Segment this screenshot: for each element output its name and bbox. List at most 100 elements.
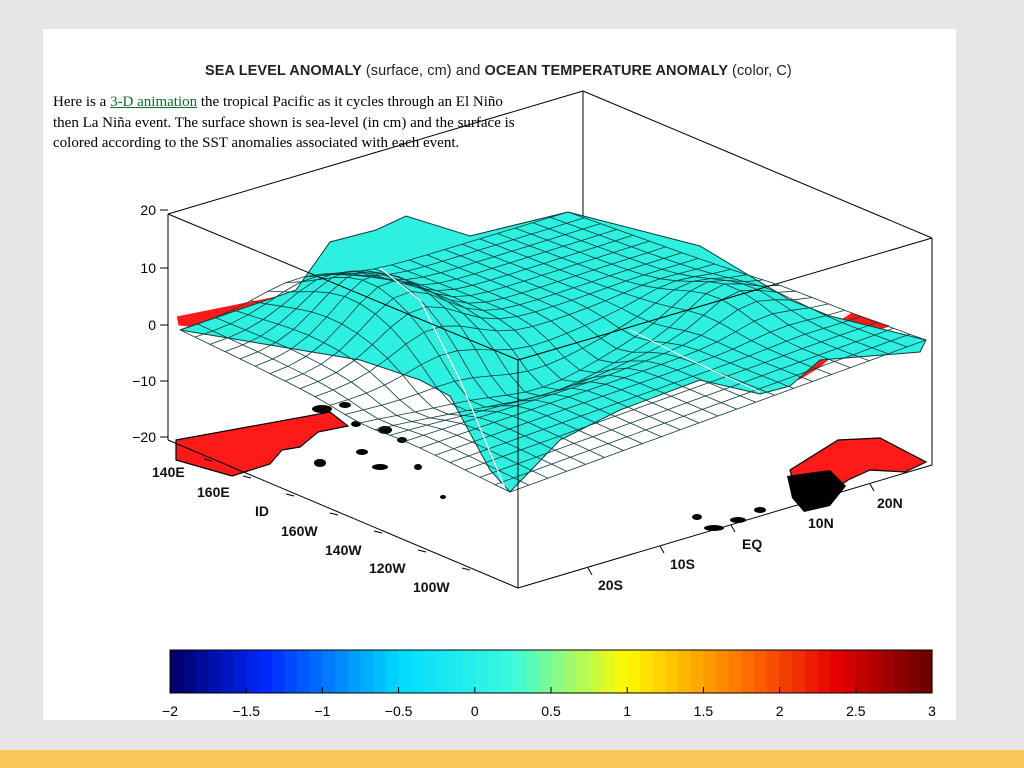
mesh-line [344, 274, 748, 415]
colorbar-tick-label: 3 [928, 703, 936, 719]
mesh-line [444, 249, 794, 389]
colorbar-swatch [627, 650, 641, 693]
lon-tick: 100W [413, 579, 450, 595]
lat-tick-marks [587, 483, 875, 576]
colorbar-swatch [665, 650, 679, 693]
lon-tick: 140E [152, 464, 185, 480]
colorbar-tick-label: 0.5 [541, 703, 561, 719]
colorbar-swatch [868, 650, 882, 693]
colorbar-swatch [678, 650, 692, 693]
colorbar-swatch [335, 650, 349, 693]
mesh-line [479, 238, 832, 375]
colorbar-swatch [500, 650, 514, 693]
mesh-line [550, 217, 908, 348]
colorbar-swatch [551, 650, 565, 693]
title-paren-2: (color, C) [732, 63, 792, 79]
animation-link[interactable]: 3-D animation [110, 94, 198, 110]
mesh-line [509, 339, 927, 493]
colorbar-tick-label: 0 [471, 703, 479, 719]
plot-box-front [167, 213, 933, 589]
z-tick: 20 [140, 202, 168, 218]
lon-tick-marks [203, 458, 471, 571]
colorbar-swatch [398, 650, 412, 693]
colorbar-swatch [360, 650, 374, 693]
colorbar-swatch [843, 650, 857, 693]
svg-text:−20: −20 [132, 429, 156, 445]
z-axis: 20 10 0 −10 −20 [132, 202, 168, 445]
colorbar-swatch [779, 650, 793, 693]
lon-tick: 140W [325, 542, 362, 558]
z-tick: 0 [148, 317, 168, 333]
colorbar-swatch [601, 650, 616, 693]
z-tick: −10 [132, 373, 168, 389]
colorbar-swatch [792, 650, 806, 693]
colorbar-swatch [906, 650, 920, 693]
colorbar-tick-label: −2 [162, 703, 178, 719]
mesh-line [434, 309, 845, 456]
colorbar [169, 649, 933, 694]
colorbar-swatch [436, 650, 450, 693]
mesh-line [567, 211, 927, 341]
colorbar-swatch [512, 650, 527, 693]
mesh-line [359, 279, 764, 424]
colorbar-swatch [487, 650, 501, 693]
sea-level-surface [179, 211, 927, 493]
colorbar-swatch [728, 650, 743, 693]
mesh-line [514, 227, 870, 362]
title-and: and [455, 63, 481, 79]
lon-tick: 160W [281, 523, 318, 539]
colorbar-ticks: −2 −1.5 −1 −0.5 0 0.5 1 1.5 2 2.5 3 [162, 687, 936, 719]
lat-tick: 10N [808, 515, 834, 531]
colorbar-swatch [246, 650, 260, 693]
mesh-line [389, 289, 796, 436]
colorbar-swatch [271, 650, 285, 693]
mesh-line [374, 283, 780, 431]
colorbar-swatch [449, 650, 463, 693]
colorbar-swatch [817, 650, 831, 693]
colorbar-swatch [716, 650, 730, 693]
mesh-line [532, 222, 889, 355]
caption-text: Here is a 3-D animation the tropical Pac… [53, 92, 523, 154]
colorbar-swatch [385, 650, 400, 693]
lon-tick: 160E [197, 484, 230, 500]
colorbar-tick-label: 1 [623, 703, 631, 719]
z-tick: −20 [132, 429, 168, 445]
colorbar-swatch [309, 650, 323, 693]
lat-tick: 20N [877, 495, 903, 511]
colorbar-swatch [525, 650, 539, 693]
svg-text:20: 20 [140, 202, 156, 218]
title-paren-1: (surface, cm) [365, 63, 452, 79]
colorbar-swatch [563, 650, 577, 693]
colorbar-swatch [411, 650, 425, 693]
colorbar-swatch [220, 650, 235, 693]
svg-text:0: 0 [148, 317, 156, 333]
mesh-line [419, 303, 829, 449]
mesh-line [494, 333, 910, 485]
lon-tick: ID [255, 503, 269, 519]
colorbar-swatch [233, 650, 247, 693]
colorbar-swatch [741, 650, 755, 693]
svg-text:−10: −10 [132, 373, 156, 389]
bottom-accent-bar [0, 750, 1024, 768]
surface-mesh-lines [179, 211, 927, 493]
colorbar-swatch [297, 650, 311, 693]
lon-tick: 120W [369, 560, 406, 576]
mesh-line [464, 322, 878, 471]
colorbar-tick-label: 2.5 [846, 703, 866, 719]
colorbar-swatch [424, 650, 438, 693]
mesh-line [497, 233, 851, 368]
mesh-line [391, 264, 738, 410]
colorbar-tick-label: −1.5 [232, 703, 260, 719]
colorbar-swatch [614, 650, 628, 693]
colorbar-swatch [805, 650, 819, 693]
colorbar-tick-label: 1.5 [694, 703, 714, 719]
colorbar-swatch [474, 650, 489, 693]
colorbar-swatch [639, 650, 654, 693]
colorbar-swatch [258, 650, 273, 693]
colorbar-tick-label: −0.5 [385, 703, 413, 719]
colorbar-swatch [538, 650, 552, 693]
colorbar-swatch [830, 650, 844, 693]
mesh-line [409, 259, 756, 403]
colorbar-tick-label: −1 [314, 703, 330, 719]
